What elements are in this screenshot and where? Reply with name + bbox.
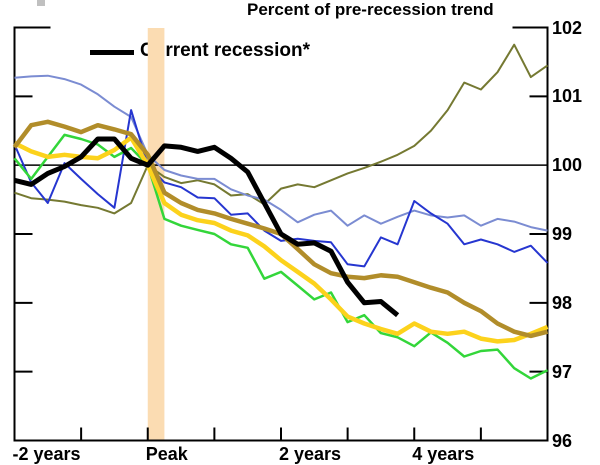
x-axis-label--2-years: -2 years xyxy=(12,444,81,464)
y-axis-label-97: 97 xyxy=(552,361,573,382)
series-recession-yellow xyxy=(13,135,549,344)
y-axis-label-98: 98 xyxy=(552,292,573,313)
legend-line-swatch xyxy=(90,50,134,55)
chart-title: Percent of pre-recession trend xyxy=(247,0,494,19)
x-axis-label-peak: Peak xyxy=(145,444,188,464)
x-axis-label-2-years: 2 years xyxy=(279,444,342,464)
y-axis-label-99: 99 xyxy=(552,224,573,244)
y-axis-label-101: 101 xyxy=(552,86,583,107)
series-recession-green xyxy=(13,133,549,380)
y-axis-label-100: 100 xyxy=(552,155,583,176)
series-recession-olive xyxy=(14,43,549,215)
series-recession-light-blue xyxy=(14,74,548,232)
cropped-text-artifact xyxy=(37,0,45,6)
series-recession-blue xyxy=(13,109,549,268)
y-axis-label-96: 96 xyxy=(552,430,573,451)
legend-label: Current recession* xyxy=(140,40,311,61)
series-current-recession xyxy=(13,136,400,318)
x-axis-label-4-years: 4 years xyxy=(412,444,475,464)
recession-peak-band xyxy=(147,28,165,441)
y-axis-label-102: 102 xyxy=(552,17,583,38)
